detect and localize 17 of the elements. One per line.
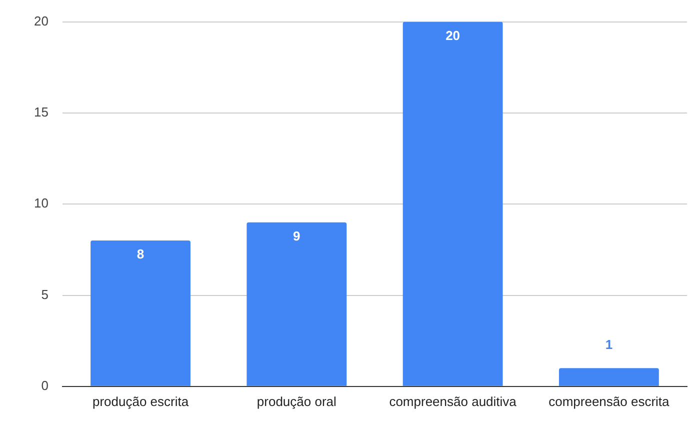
bar	[90, 240, 190, 386]
data-label: 1	[605, 337, 613, 352]
x-tick-label: produção escrita	[92, 394, 190, 409]
y-tick-label: 5	[41, 286, 48, 302]
y-tick-label: 15	[34, 104, 48, 120]
x-tick-label: compreensão escrita	[548, 394, 670, 409]
y-tick-label: 0	[41, 378, 48, 393]
bar	[558, 368, 659, 386]
bar	[246, 222, 347, 386]
data-label: 8	[136, 246, 144, 262]
x-tick-label: produção oral	[256, 394, 337, 409]
data-label: 9	[293, 228, 300, 244]
bar	[402, 22, 503, 386]
x-tick-label: compreensão auditiva	[389, 394, 518, 409]
y-tick-label: 10	[34, 196, 48, 211]
y-tick-label: 20	[34, 13, 48, 28]
data-label: 20	[446, 28, 460, 43]
